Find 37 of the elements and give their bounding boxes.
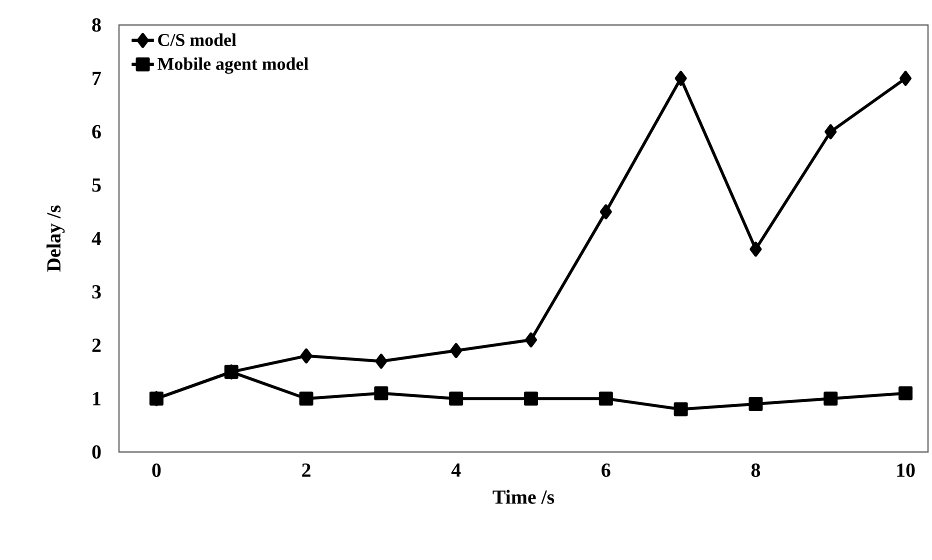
y-tick-label: 8 [92, 18, 101, 32]
legend-label: Mobile agent model [158, 57, 308, 74]
y-tick-label: 6 [92, 125, 101, 138]
x-tick-label: 2 [302, 464, 310, 477]
point [824, 124, 837, 140]
point [600, 204, 612, 220]
point [598, 392, 613, 406]
y-tick-label: 0 [92, 445, 101, 459]
x-tick-label: 6 [602, 464, 610, 477]
x-tick-label: 8 [751, 464, 760, 477]
y-axis-title: Delay /s [46, 206, 65, 272]
point [750, 242, 762, 257]
point [374, 386, 388, 400]
point [898, 386, 913, 400]
point [300, 348, 312, 364]
point [375, 354, 388, 369]
point [748, 396, 763, 411]
y-tick-label: 3 [92, 285, 101, 299]
point [299, 392, 314, 406]
point [674, 70, 687, 86]
y-tick-label: 5 [92, 178, 101, 192]
x-tick-label: 0 [152, 464, 161, 477]
y-tick-label: 4 [92, 232, 102, 246]
y-tick-label: 1 [93, 392, 100, 406]
y-tick-label: 7 [92, 72, 101, 85]
x-tick-label: 10 [897, 464, 915, 477]
point [450, 343, 462, 358]
point [524, 392, 538, 406]
point [524, 332, 537, 348]
point [449, 392, 464, 406]
x-axis-title: Time /s [492, 490, 554, 504]
x-tick-label: 4 [451, 464, 461, 477]
point [824, 392, 838, 406]
point [900, 70, 912, 86]
point [674, 402, 688, 416]
y-tick-label: 2 [92, 338, 101, 352]
legend-label: C/S model [158, 33, 236, 46]
